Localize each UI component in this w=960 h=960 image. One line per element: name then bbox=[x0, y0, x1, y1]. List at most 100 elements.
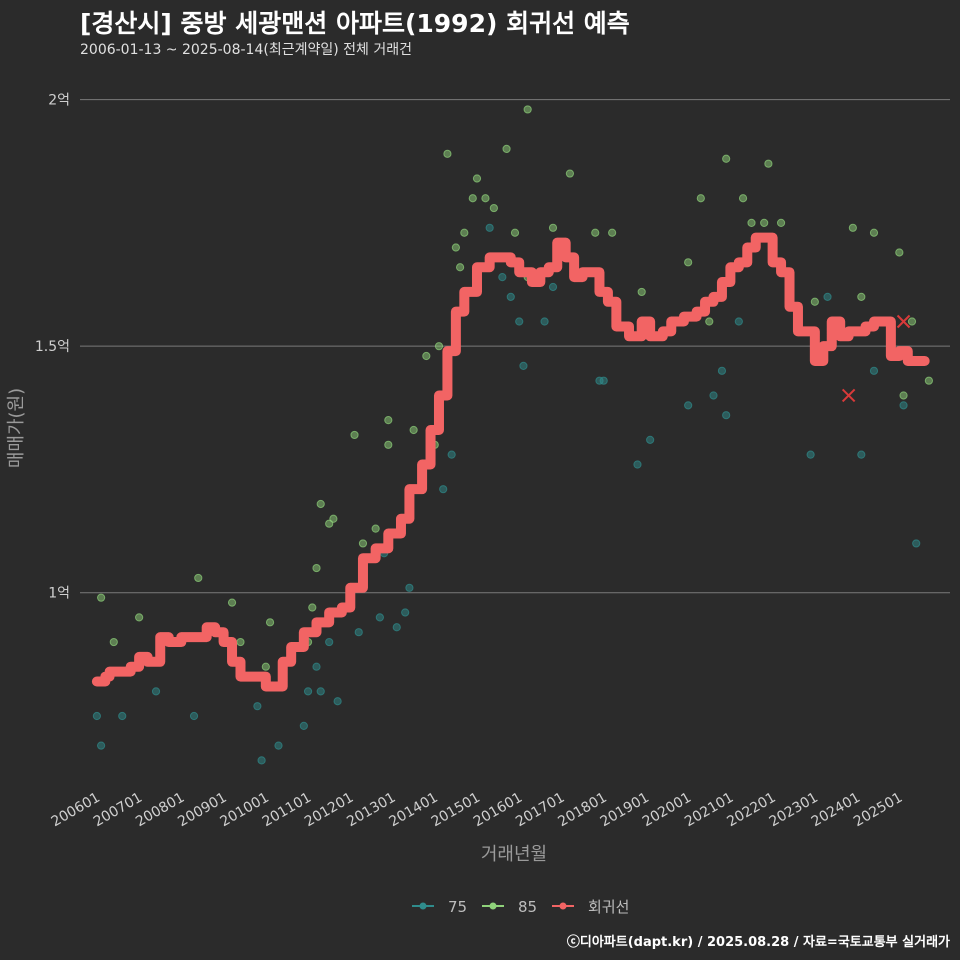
data-point-85 bbox=[722, 154, 731, 163]
legend-swatch-dot bbox=[419, 902, 427, 910]
data-point-75 bbox=[515, 317, 524, 326]
data-point-75 bbox=[599, 376, 608, 385]
data-point-85 bbox=[227, 598, 237, 607]
data-point-85 bbox=[194, 573, 203, 583]
data-point-85 bbox=[468, 194, 477, 203]
data-point-85 bbox=[810, 297, 819, 306]
data-point-85 bbox=[443, 149, 452, 158]
data-point-75 bbox=[734, 317, 743, 326]
data-point-75 bbox=[405, 583, 414, 592]
data-point-75 bbox=[823, 292, 832, 301]
data-point-85 bbox=[502, 144, 511, 154]
data-point-75 bbox=[401, 608, 410, 617]
data-point-85 bbox=[481, 194, 490, 203]
data-point-85 bbox=[422, 351, 431, 361]
legend: 75 85 회귀선 bbox=[412, 898, 629, 916]
data-point-85 bbox=[857, 292, 866, 301]
data-point-85 bbox=[236, 637, 245, 647]
data-point-75 bbox=[447, 450, 456, 459]
data-point-85 bbox=[455, 263, 465, 272]
data-point-75 bbox=[506, 292, 515, 301]
data-point-85 bbox=[472, 174, 482, 183]
data-point-85 bbox=[384, 440, 393, 449]
data-point-75 bbox=[354, 628, 363, 637]
x-tick-labels: 2006012007012008012009012010012011012012… bbox=[49, 790, 906, 831]
source-caption: ⓒ디아파트(dapt.kr) / 2025.08.28 / 자료=국토교통부 실… bbox=[566, 935, 950, 950]
data-point-85 bbox=[265, 618, 275, 627]
data-point-85 bbox=[684, 258, 693, 267]
x-axis-label: 거래년월 bbox=[481, 844, 547, 865]
data-point-75 bbox=[722, 411, 731, 420]
data-point-75 bbox=[806, 450, 815, 459]
x-tick-label: 202501 bbox=[851, 790, 905, 831]
data-point-75 bbox=[498, 273, 507, 282]
data-point-75 bbox=[485, 223, 494, 232]
chart-subtitle: 2006-01-13 ~ 2025-08-14(최근계약일) 전체 거래건 bbox=[80, 42, 412, 58]
data-point-85 bbox=[738, 194, 748, 203]
data-point-85 bbox=[924, 376, 933, 385]
data-point-85 bbox=[548, 223, 558, 232]
legend-label: 75 bbox=[448, 898, 467, 916]
data-point-85 bbox=[776, 218, 786, 227]
y-tick-label: 2억 bbox=[48, 93, 70, 109]
data-point-85 bbox=[907, 317, 917, 326]
data-point-85 bbox=[316, 499, 325, 509]
data-point-75 bbox=[857, 450, 866, 459]
data-point-85 bbox=[312, 563, 321, 573]
data-point-85 bbox=[97, 593, 106, 602]
data-point-85 bbox=[384, 416, 393, 425]
legend-label: 85 bbox=[518, 898, 537, 916]
data-point-85 bbox=[329, 514, 338, 523]
data-point-85 bbox=[460, 228, 469, 237]
y-axis-label: 매매가(원) bbox=[6, 388, 27, 468]
scatter-points bbox=[92, 105, 933, 765]
data-point-85 bbox=[510, 228, 520, 237]
data-point-85 bbox=[895, 248, 904, 257]
legend-swatch-dot bbox=[489, 902, 497, 910]
data-point-85 bbox=[747, 218, 756, 227]
data-point-75 bbox=[312, 662, 321, 671]
cancelled-mark bbox=[841, 388, 856, 403]
cancelled-marks bbox=[841, 314, 911, 403]
data-point-75 bbox=[151, 687, 161, 696]
trend-line-path bbox=[91, 232, 930, 692]
data-point-85 bbox=[261, 662, 270, 671]
data-point-75 bbox=[325, 637, 334, 647]
chart-title: [경산시] 중방 세광맨션 아파트(1992) 회귀선 예측 bbox=[80, 9, 630, 38]
data-point-85 bbox=[350, 430, 359, 440]
data-point-85 bbox=[899, 391, 908, 400]
data-point-75 bbox=[333, 697, 342, 706]
legend-swatch-dot bbox=[559, 902, 567, 910]
data-point-75 bbox=[717, 366, 727, 375]
cancelled-mark-stroke bbox=[896, 314, 911, 329]
data-point-75 bbox=[118, 711, 127, 721]
data-point-85 bbox=[489, 203, 498, 213]
data-point-85 bbox=[451, 243, 460, 252]
trend-line bbox=[91, 232, 930, 692]
data-point-75 bbox=[548, 282, 558, 292]
data-point-85 bbox=[565, 169, 575, 178]
y-tick-label: 1억 bbox=[48, 586, 70, 602]
data-point-75 bbox=[274, 741, 283, 750]
data-point-75 bbox=[684, 401, 693, 410]
data-point-85 bbox=[109, 637, 118, 647]
data-point-75 bbox=[912, 539, 921, 548]
data-point-75 bbox=[189, 711, 199, 721]
data-point-85 bbox=[135, 613, 144, 622]
data-point-75 bbox=[439, 485, 448, 494]
legend-item-회귀선: 회귀선 bbox=[552, 898, 629, 916]
data-point-85 bbox=[848, 223, 857, 232]
cancelled-mark bbox=[896, 314, 911, 329]
cancelled-mark-stroke bbox=[841, 388, 856, 403]
data-point-75 bbox=[303, 687, 313, 696]
legend-item-75: 75 bbox=[412, 898, 467, 916]
data-point-85 bbox=[409, 425, 418, 435]
data-point-75 bbox=[392, 623, 401, 632]
data-point-75 bbox=[540, 317, 549, 326]
data-point-75 bbox=[869, 366, 879, 375]
data-point-75 bbox=[519, 361, 528, 370]
data-point-85 bbox=[696, 194, 705, 203]
data-point-75 bbox=[899, 401, 908, 410]
y-tick-labels: 1억 1.5억 2억 bbox=[35, 93, 70, 602]
grid-lines bbox=[80, 99, 950, 594]
